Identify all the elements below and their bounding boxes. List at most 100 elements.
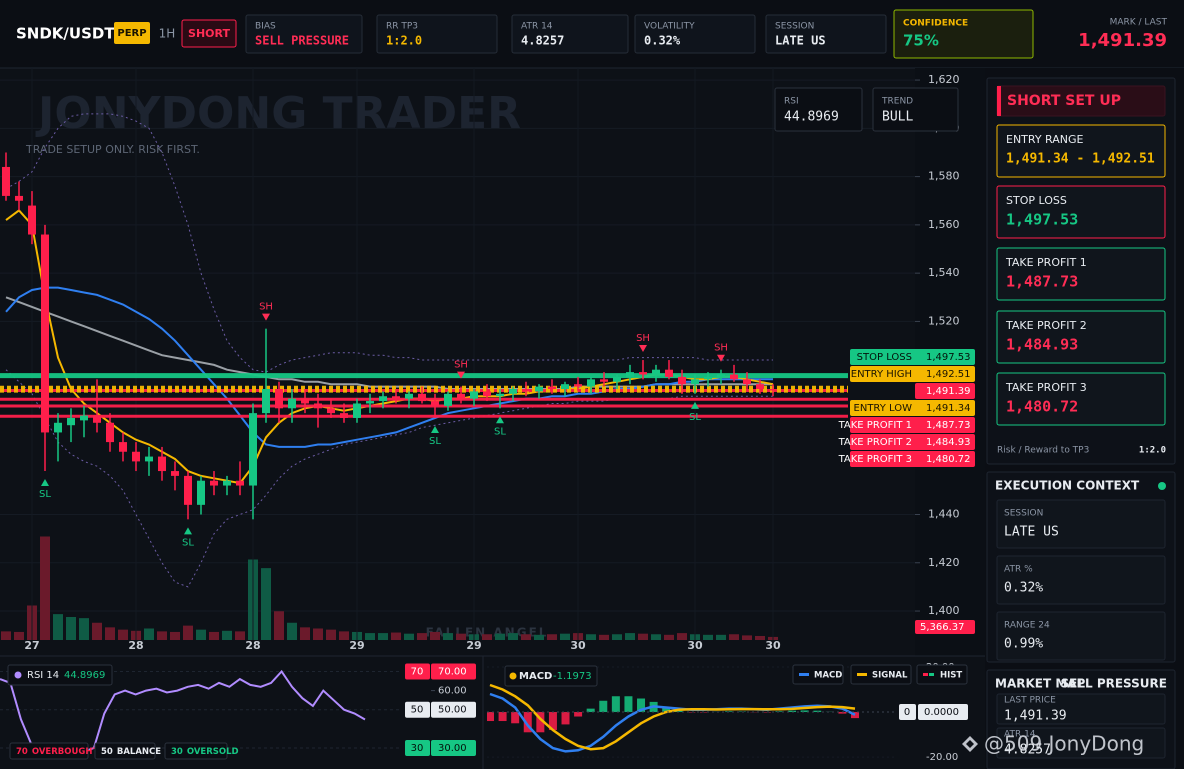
candle-body bbox=[67, 417, 75, 426]
macd-value: -1.1973 bbox=[553, 671, 592, 682]
rsi-legend: 70 OVERBOUGHT bbox=[16, 747, 98, 757]
direction: SHORT bbox=[188, 27, 230, 40]
level-value: 1,484.93 bbox=[926, 437, 971, 448]
volume-bar bbox=[326, 629, 336, 640]
candle-body bbox=[275, 388, 283, 409]
direction-badge bbox=[181, 19, 237, 48]
setup-card-value: 1,487.73 bbox=[1006, 273, 1078, 291]
candle-body bbox=[444, 393, 452, 406]
candle-body bbox=[54, 422, 62, 433]
candle-body bbox=[457, 393, 465, 399]
hist-swatch bbox=[929, 673, 934, 676]
y-tick-label: 1,580 bbox=[928, 170, 960, 183]
volume-bar bbox=[14, 631, 24, 640]
stat-box bbox=[765, 14, 887, 54]
volume-bar bbox=[209, 631, 219, 640]
signal-arrow bbox=[691, 401, 699, 409]
signal-arrow bbox=[639, 345, 647, 353]
hist-bar bbox=[498, 712, 507, 722]
y-tick-label: 1,560 bbox=[928, 218, 960, 231]
setup-card-value: 1,484.93 bbox=[1006, 336, 1078, 354]
candle-body bbox=[678, 376, 686, 385]
candle-body bbox=[561, 384, 569, 389]
volume-bar bbox=[430, 631, 440, 640]
y-tick-label: 1,420 bbox=[928, 556, 960, 569]
macd-legend-label: MACD bbox=[814, 671, 842, 681]
x-tick-label: 30 bbox=[765, 639, 781, 652]
confidence-value: 75% bbox=[903, 32, 939, 50]
candle-body bbox=[509, 388, 517, 394]
volume-bar bbox=[92, 622, 102, 640]
candle-body bbox=[626, 372, 634, 377]
candle-body bbox=[41, 234, 49, 433]
volume-bar bbox=[300, 627, 310, 640]
hist-bar bbox=[574, 712, 583, 717]
signal-arrow bbox=[262, 313, 270, 321]
rsi-level-badge bbox=[405, 739, 430, 756]
volume-bar bbox=[443, 633, 453, 640]
hist-swatch bbox=[923, 673, 928, 676]
candle-body bbox=[171, 471, 179, 476]
market-value: 1,491.39 bbox=[1004, 709, 1067, 724]
candle-body bbox=[314, 403, 322, 409]
volume-bar bbox=[287, 622, 297, 640]
volume-bar bbox=[274, 611, 284, 640]
watermark: JONYDONG TRADER bbox=[35, 88, 521, 139]
credit: @509 JonyDong bbox=[984, 732, 1144, 756]
y-tick-label: 1,400 bbox=[928, 604, 960, 617]
stat-label: ATR 14 bbox=[521, 22, 553, 32]
context-label: RANGE 24 bbox=[1004, 621, 1050, 631]
volume-bar bbox=[105, 627, 115, 640]
setup-card-label: TAKE PROFIT 3 bbox=[1005, 381, 1087, 394]
candle-body bbox=[249, 413, 257, 486]
context-value: 0.32% bbox=[1004, 581, 1043, 596]
setup-card-label: STOP LOSS bbox=[1006, 194, 1067, 207]
signal-label: SL bbox=[429, 436, 441, 447]
volume-bar bbox=[222, 630, 232, 640]
y-tick-label: 1,620 bbox=[928, 73, 960, 86]
signal-arrow bbox=[457, 371, 465, 379]
level-tag bbox=[850, 349, 975, 365]
rr-value: 1:2.0 bbox=[1139, 446, 1166, 456]
symbol: SNDK/USDT bbox=[16, 25, 115, 43]
context-value: 0.99% bbox=[1004, 637, 1043, 652]
volume-bar bbox=[404, 633, 414, 640]
rsi-legend-box bbox=[164, 742, 228, 760]
volume-bar bbox=[521, 634, 531, 640]
market: PERP bbox=[117, 28, 146, 39]
volume-bar bbox=[651, 634, 661, 640]
macd-tick-label: -20.00 bbox=[926, 752, 958, 763]
macd-legend-box bbox=[792, 664, 844, 685]
macd-legend-label: HIST bbox=[940, 671, 962, 681]
volume-bar bbox=[339, 631, 349, 640]
setup-title: SHORT SET UP bbox=[1007, 93, 1121, 109]
candle-body bbox=[301, 398, 309, 404]
hist-bar bbox=[487, 712, 494, 722]
candle-body bbox=[145, 456, 153, 462]
candle-body bbox=[262, 388, 270, 414]
macd-dot bbox=[509, 672, 517, 680]
setup-card bbox=[996, 124, 1166, 178]
candle-body bbox=[236, 480, 244, 486]
hist-bar bbox=[838, 712, 847, 714]
candle-body bbox=[223, 480, 231, 486]
candle-body bbox=[340, 413, 348, 418]
volume-bar bbox=[664, 634, 674, 640]
signal-arrow bbox=[496, 416, 504, 424]
level-tag bbox=[915, 383, 975, 399]
volume-bar bbox=[625, 633, 635, 640]
context-label: ATR % bbox=[1004, 565, 1033, 575]
candle-body bbox=[665, 369, 673, 377]
candle-body bbox=[418, 393, 426, 402]
rsi-legend: 50 BALANCE bbox=[101, 747, 161, 757]
volume-bar bbox=[482, 634, 492, 640]
hist-bar bbox=[586, 708, 595, 713]
volume-bar bbox=[612, 634, 622, 640]
volume-bar bbox=[742, 635, 752, 640]
market-row bbox=[996, 693, 1166, 725]
indicator-label: RSI bbox=[784, 97, 799, 107]
candle-body bbox=[743, 379, 751, 385]
volume-bar bbox=[586, 634, 596, 640]
rsi-tick-label: 60.00 bbox=[438, 686, 467, 697]
candle-body bbox=[184, 475, 192, 505]
